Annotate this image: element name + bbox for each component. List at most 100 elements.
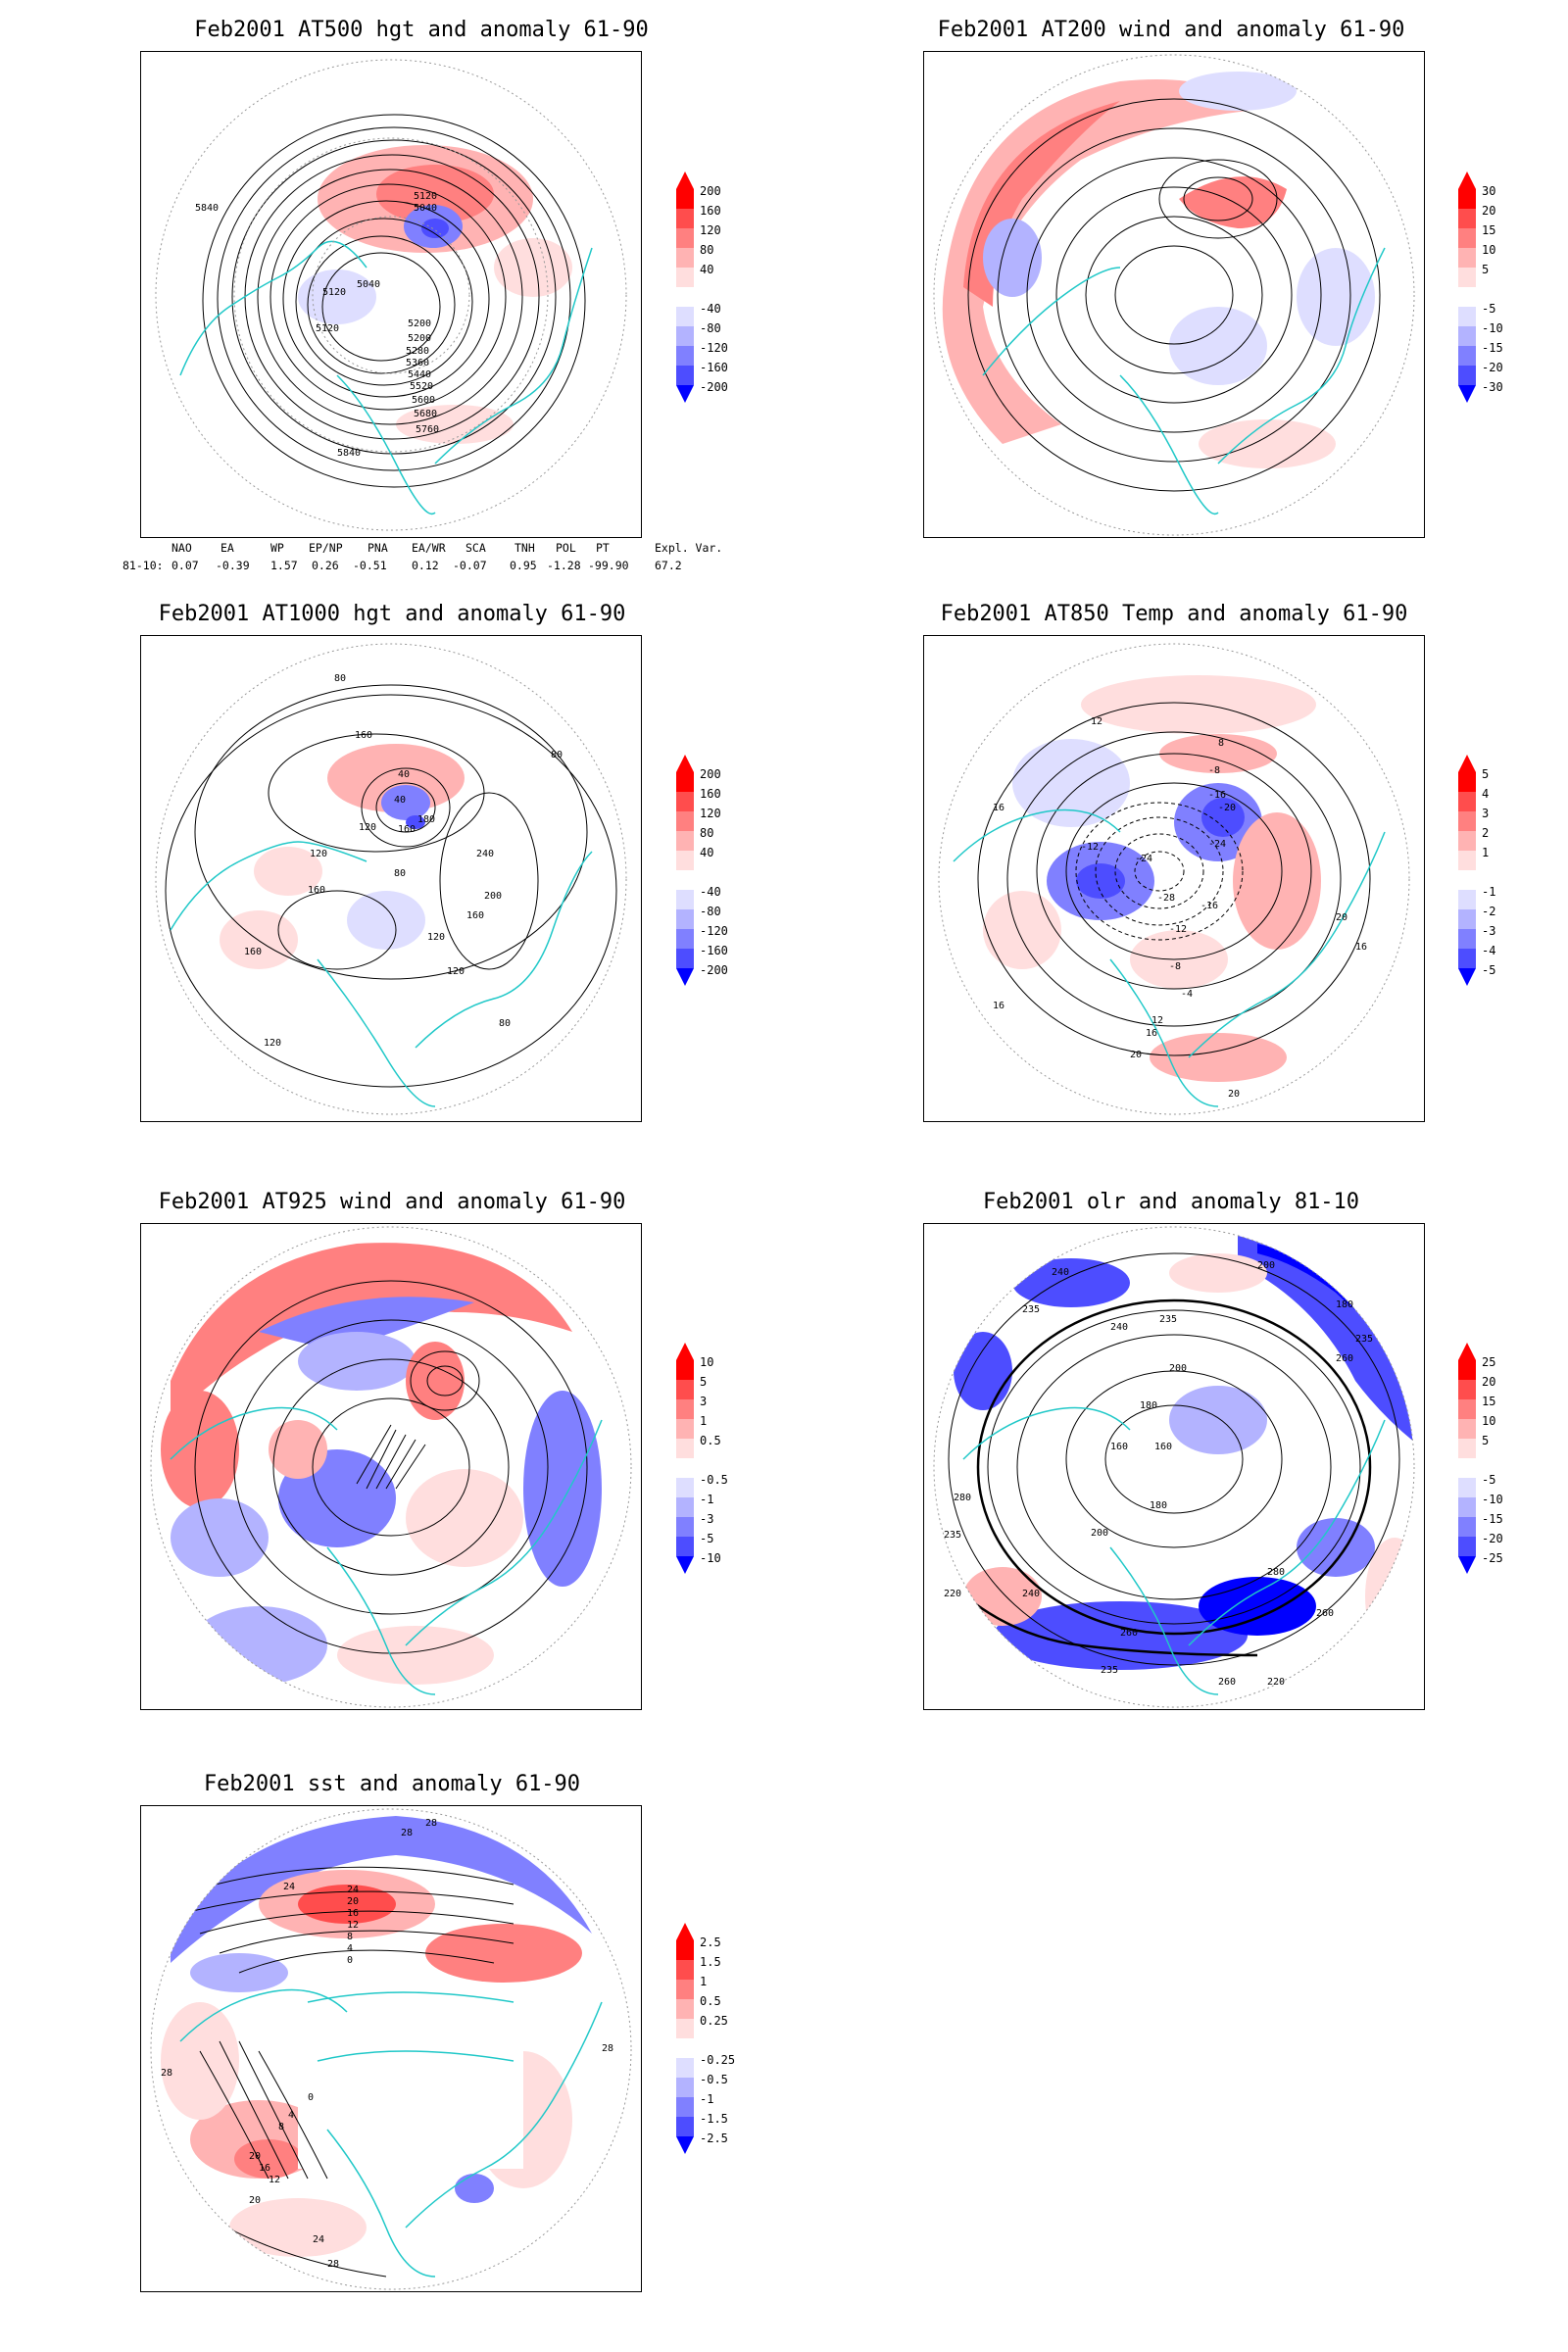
contour-label: 5520 [410, 381, 433, 392]
contour-label: 16 [993, 803, 1004, 813]
idx-h-6: SCA [466, 541, 486, 555]
colorbar-z500: 200 160 120 80 40 -40 -80 -120 -160 -200 [676, 172, 745, 436]
colorbar-tick: -3 [700, 1512, 713, 1526]
colorbar-tick: 0.5 [700, 1994, 721, 2008]
contour-label: 160 [1154, 1442, 1172, 1452]
colorbar-tick: 1 [700, 1414, 707, 1428]
contour-label: 20 [347, 1896, 359, 1907]
idx-row-label: 81-10: [122, 559, 164, 572]
panel-title-u200: Feb2001 AT200 wind and anomaly 61-90 [937, 18, 1405, 42]
colorbar-tick: -15 [1482, 1512, 1503, 1526]
colorbar-tick: 0.25 [700, 2014, 728, 2028]
contour-label: 240 [1022, 1589, 1040, 1599]
contour-label: 160 [355, 730, 372, 741]
colorbar-tick: 15 [1482, 223, 1495, 237]
contour-label: 235 [1159, 1314, 1177, 1325]
contour-label: 80 [499, 1018, 511, 1029]
contour-label: 28 [327, 2259, 339, 2270]
idx-v-0: 0.07 [172, 559, 199, 572]
colorbar-u200-svg: 30 20 15 10 5 -5 -10 -15 -20 -30 [1458, 172, 1503, 403]
contour-label: -20 [1218, 803, 1236, 813]
colorbar-t850: 5 4 3 2 1 -1 -2 -3 -4 -5 [1458, 755, 1527, 1019]
contour-label: 5360 [406, 358, 429, 368]
idx-h-10: Expl. Var. [655, 541, 723, 555]
olr-map: 240 235 200 180 235 260 240 235 200 180 … [933, 1226, 1415, 1708]
colorbar-tick: 4 [1482, 787, 1489, 801]
colorbar-tick: -30 [1482, 380, 1503, 394]
colorbar-tick: 160 [700, 787, 721, 801]
contour-label: 4 [288, 2110, 294, 2121]
contour-label: 240 [476, 849, 494, 859]
colorbar-tick: 25 [1482, 1355, 1495, 1369]
contour-label: 80 [334, 673, 346, 684]
panel-title-w925: Feb2001 AT925 wind and anomaly 61-90 [158, 1190, 626, 1214]
sst-map: 28 24 24 20 16 12 8 4 0 28 20 16 12 8 4 … [150, 1808, 632, 2290]
contour-label: 20 [1130, 1050, 1142, 1060]
idx-v-5: 0.12 [412, 559, 439, 572]
contour-label: 160 [244, 947, 262, 957]
colorbar-tick: 80 [700, 243, 713, 257]
colorbar-z500-svg: 200 160 120 80 40 -40 -80 -120 -160 -200 [676, 172, 728, 403]
colorbar-z1000: 200 160 120 80 40 -40 -80 -120 -160 -200 [676, 755, 745, 1019]
map-frame-z1000: 80 160 40 40 180 160 120 120 80 160 240 … [140, 635, 642, 1122]
colorbar-tick: 2 [1482, 826, 1489, 840]
contour-label: 20 [249, 2195, 261, 2206]
contour-label: -16 [1208, 790, 1226, 801]
colorbar-tick: 3 [1482, 807, 1489, 820]
colorbar-tick: -120 [700, 924, 728, 938]
colorbar-tick: -5 [700, 1532, 713, 1545]
colorbar-tick: 80 [700, 826, 713, 840]
contour-label: 5760 [416, 424, 439, 435]
contour-label: 260 [1218, 1677, 1236, 1688]
colorbar-tick: 5 [1482, 767, 1489, 781]
colorbar-w925: 10 5 3 1 0.5 -0.5 -1 -3 -5 -10 [676, 1343, 745, 1607]
contour-label: -24 [1208, 839, 1226, 850]
contour-label: 5840 [195, 203, 219, 214]
colorbar-tick: -0.25 [700, 2053, 735, 2067]
colorbar-tick: -80 [700, 905, 721, 918]
colorbar-z1000-svg: 200 160 120 80 40 -40 -80 -120 -160 -200 [676, 755, 728, 986]
contour-label: 5040 [414, 203, 437, 214]
contour-label: 0 [347, 1955, 353, 1966]
colorbar-tick: -40 [700, 302, 721, 316]
panel-title-t850: Feb2001 AT850 Temp and anomaly 61-90 [940, 602, 1408, 626]
contour-label: 24 [347, 1885, 359, 1895]
contour-label: 5840 [337, 448, 361, 459]
contour-label: 5680 [414, 409, 437, 419]
contour-label: 280 [954, 1493, 971, 1503]
contour-label: 235 [1022, 1304, 1040, 1315]
contour-label: 160 [1110, 1442, 1128, 1452]
colorbar-tick: 3 [700, 1395, 707, 1408]
colorbar-tick: 200 [700, 767, 721, 781]
contour-label: 12 [1091, 716, 1102, 727]
contour-label: 240 [1052, 1267, 1069, 1278]
map-frame-w925 [140, 1223, 642, 1710]
contour-label: 235 [1355, 1334, 1373, 1345]
contour-label: 12 [269, 2175, 280, 2185]
contour-label: 220 [1267, 1677, 1285, 1688]
colorbar-sst-svg: 2.5 1.5 1 0.5 0.25 -0.25 -0.5 -1 -1.5 -2… [676, 1923, 735, 2154]
contour-label: -16 [1200, 901, 1218, 911]
panel-title-z500: Feb2001 AT500 hgt and anomaly 61-90 [194, 18, 649, 42]
panel-title-sst: Feb2001 sst and anomaly 61-90 [203, 1772, 581, 1796]
map-frame-olr: 240 235 200 180 235 260 240 235 200 180 … [923, 1223, 1425, 1710]
w925-map [150, 1226, 632, 1708]
idx-h-8: POL [556, 541, 576, 555]
contour-label: 120 [359, 822, 376, 833]
colorbar-tick: 120 [700, 807, 721, 820]
contour-label: 16 [1355, 942, 1367, 953]
contour-label: 120 [264, 1038, 281, 1049]
colorbar-tick: -200 [700, 963, 728, 977]
contour-label: 180 [1336, 1299, 1353, 1310]
colorbar-tick: -15 [1482, 341, 1503, 355]
contour-label: 180 [1140, 1400, 1157, 1411]
colorbar-tick: 40 [700, 846, 713, 859]
colorbar-tick: -40 [700, 885, 721, 899]
contour-label: 16 [259, 2163, 270, 2174]
contour-label: 120 [310, 849, 327, 859]
contour-label: 80 [551, 750, 563, 760]
colorbar-tick: 1 [1482, 846, 1489, 859]
colorbar-tick: 1.5 [700, 1955, 721, 1969]
colorbar-tick: -1.5 [700, 2112, 728, 2126]
contour-label: 5280 [406, 346, 429, 357]
